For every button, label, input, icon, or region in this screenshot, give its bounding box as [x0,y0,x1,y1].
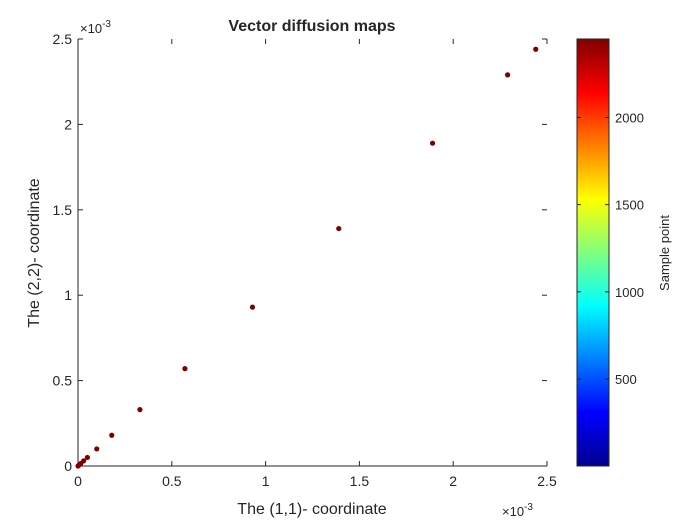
y-tick-label: 1.5 [53,202,73,218]
y-tick-label: 2 [64,116,72,132]
data-points [75,46,539,469]
plot-area: 0 0.5 1 1.5 2 2.5 0 0.5 1 1.5 2 2.5 [53,31,557,489]
scatter-point [84,454,90,461]
y-axis-label: The (2,2)- coordinate [26,178,43,328]
chart-title: Vector diffusion maps [228,18,395,35]
y-scale-power: -3 [102,19,111,30]
x-tick-label: 1.5 [350,473,370,489]
x-tick-label: 0 [74,473,82,489]
scatter-point [533,46,539,52]
y-tick-label: 0 [64,458,72,474]
colorbar-tick-label: 2000 [615,110,644,125]
scatter-point [137,407,143,413]
colorbar: 500 1000 1500 2000 Sample point [576,38,672,467]
scatter-point [336,225,342,232]
scatter-point [75,463,81,469]
y-scale-exponent: ×10-3 [80,19,111,36]
x-tick-label: 0.5 [162,473,182,489]
x-scale-exponent: ×10-3 [502,502,533,519]
x-axis-label: The (1,1)- coordinate [237,501,387,518]
colorbar-ticks: 500 1000 1500 2000 [577,110,644,387]
y-tick-label: 2.5 [53,31,73,47]
scatter-point [505,72,511,78]
x-scale-base: ×10 [502,504,524,519]
y-tick-label: 0.5 [53,373,73,389]
colorbar-tick-label: 1500 [615,198,644,213]
colorbar-tick-label: 500 [615,372,637,387]
y-scale-base: ×10 [80,21,102,36]
x-tick-label: 2.5 [537,473,557,489]
colorbar-tick-label: 1000 [615,285,644,300]
scatter-point [182,366,188,372]
y-tick-label: 1 [64,287,72,303]
scatter-point [94,446,100,452]
scatter-point [109,432,115,438]
x-tick-label: 1 [262,473,270,489]
colorbar-label: Sample point [657,215,672,291]
x-scale-power: -3 [524,502,533,513]
scatter-point [429,140,436,146]
x-ticks: 0 0.5 1 1.5 2 2.5 [74,39,557,489]
y-ticks: 0 0.5 1 1.5 2 2.5 [53,31,547,474]
x-tick-label: 2 [449,473,457,489]
plot-background [78,39,547,466]
colorbar-gradient [576,38,610,467]
scatter-point [249,304,256,310]
